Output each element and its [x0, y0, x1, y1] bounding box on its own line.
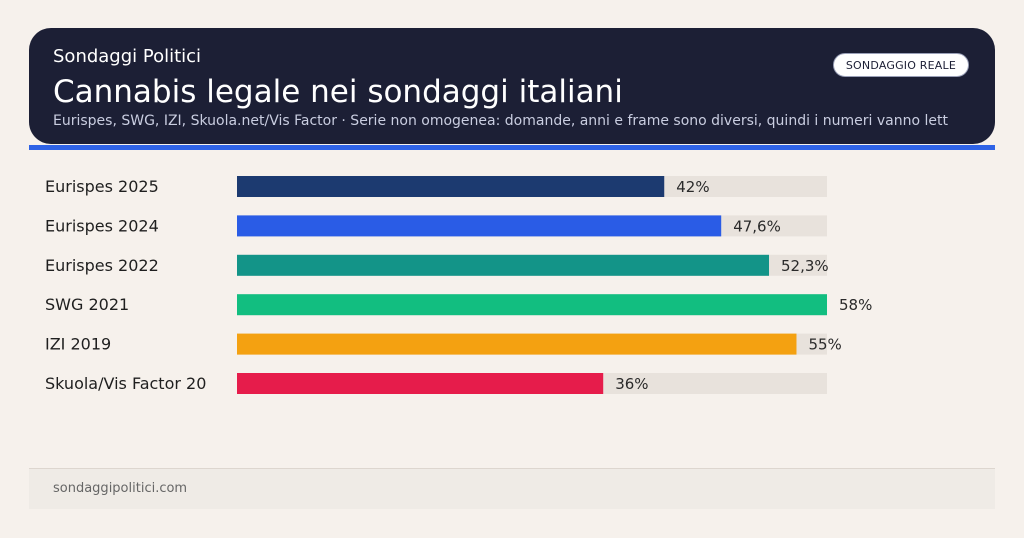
header-accent-line: [29, 145, 995, 150]
bar-chart: Eurispes 2025 42% Eurispes 2024 47,6% Eurisp…: [45, 176, 872, 394]
value-label: 55%: [808, 336, 841, 354]
footer-site: sondaggipolitici.com: [53, 481, 188, 496]
header-kicker: Sondaggi Politici: [53, 46, 202, 67]
value-label: 36%: [615, 375, 648, 393]
category-label: SWG 2021: [45, 295, 129, 314]
bar: [237, 215, 722, 237]
value-label: 42%: [676, 178, 709, 196]
bar: [237, 333, 797, 355]
header-panel: SONDAGGIO REALE Sondaggi Politici Cannab…: [29, 28, 995, 144]
footer: sondaggipolitici.com: [29, 468, 995, 509]
category-label: Skuola/Vis Factor 20: [45, 374, 206, 393]
value-label: 58%: [839, 296, 872, 314]
bar: [237, 254, 770, 276]
page-title: Cannabis legale nei sondaggi italiani: [53, 74, 623, 110]
value-label: 47,6%: [733, 217, 781, 235]
category-label: Eurispes 2025: [45, 177, 159, 196]
category-label: IZI 2019: [45, 335, 111, 354]
bar: [237, 294, 827, 316]
page-subtitle: Eurispes, SWG, IZI, Skuola.net/Vis Facto…: [53, 113, 948, 129]
category-label: Eurispes 2022: [45, 256, 159, 275]
bar: [237, 176, 665, 197]
value-label: 52,3%: [781, 257, 829, 275]
status-badge: SONDAGGIO REALE: [832, 53, 969, 77]
category-label: Eurispes 2024: [45, 216, 159, 235]
bar: [237, 373, 604, 394]
